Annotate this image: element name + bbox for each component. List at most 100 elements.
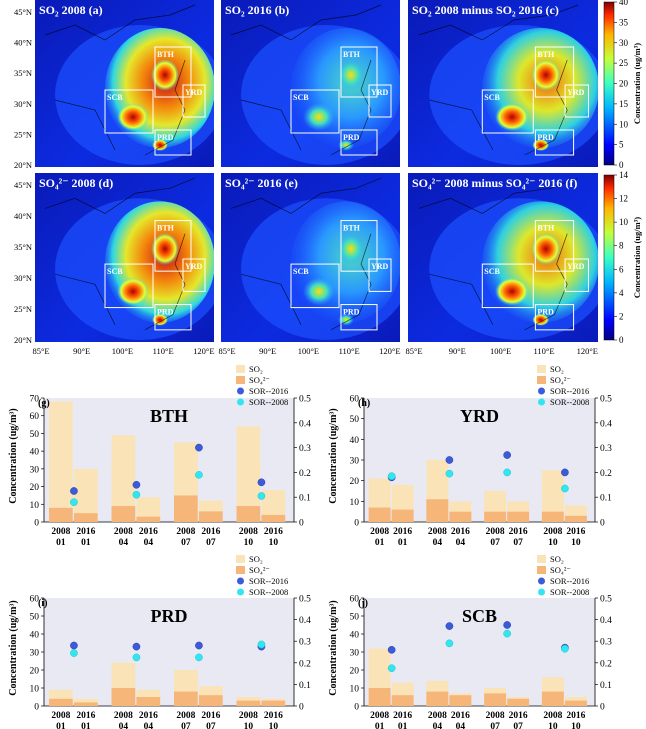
bar-so4 xyxy=(507,698,530,706)
legend-swatch xyxy=(537,555,546,563)
region-box-yrd xyxy=(182,84,206,118)
colorbar-tick-label: 10 xyxy=(619,119,629,129)
map-hotspot-scb xyxy=(495,103,530,131)
x-tick-label-month: 10 xyxy=(571,538,581,548)
region-label-yrd: YRD xyxy=(185,262,203,271)
region-label-yrd: YRD xyxy=(185,88,203,97)
region-box-prd xyxy=(154,304,192,331)
sor2008-point xyxy=(132,653,141,662)
chart-title: YRD xyxy=(460,406,499,426)
lon-label: 120°E xyxy=(379,346,400,356)
region-box-prd xyxy=(154,129,192,156)
region-box-prd xyxy=(534,304,575,331)
x-tick-label-year: 2008 xyxy=(428,711,447,721)
sor2008-point xyxy=(257,492,266,500)
region-box-yrd xyxy=(368,84,392,118)
map-title: SO₂ 2008 minus SO₂ 2016 (c) xyxy=(412,3,559,17)
panel-letter: (j) xyxy=(358,598,368,609)
y2-tick-label: 0.5 xyxy=(600,595,612,605)
x-tick-label-year: 2008 xyxy=(370,711,389,721)
y-tick-label: 40 xyxy=(30,448,40,458)
x-tick-label-month: 07 xyxy=(490,538,500,548)
region-label-prd: PRD xyxy=(343,133,360,142)
lon-label: 85°E xyxy=(32,346,49,356)
x-tick-label-month: 07 xyxy=(513,722,523,729)
legend-entry: SOR--2008 xyxy=(249,587,288,597)
map-panel: BTH SCB YRD PRD SO₂ 2008 (a) xyxy=(35,0,214,167)
legend-entry: SO₄²⁻ xyxy=(249,375,270,385)
legend-entry: SO₂ xyxy=(249,554,263,564)
sor2008-point xyxy=(195,653,203,662)
sor2008-point xyxy=(132,490,141,499)
legend-entry: SOR--2016 xyxy=(550,386,589,396)
bar-so4 xyxy=(564,700,587,706)
bar-so4 xyxy=(391,509,414,522)
y-tick-label: 60 xyxy=(30,412,40,422)
sor2008-point xyxy=(503,468,512,477)
region-label-yrd: YRD xyxy=(567,262,585,271)
map-hotspot-bth xyxy=(151,59,179,91)
y-tick-label: 10 xyxy=(350,685,360,695)
colorbar-tick-label: 0 xyxy=(619,335,624,345)
x-tick-label-month: 10 xyxy=(571,722,581,729)
bar-so4 xyxy=(73,513,98,522)
x-tick-label-month: 01 xyxy=(56,538,66,548)
legend-swatch xyxy=(236,566,245,574)
legend-swatch xyxy=(537,566,546,574)
colorbar xyxy=(603,174,615,341)
bar-so4 xyxy=(111,506,136,522)
lat-label: 25°N xyxy=(14,304,32,314)
sor2008-point xyxy=(70,649,78,657)
bar-so4 xyxy=(236,700,261,706)
region-label-scb: SCB xyxy=(107,267,123,276)
chart-title: PRD xyxy=(151,606,188,626)
legend-entry: SO₄²⁻ xyxy=(550,375,571,385)
legend-entry: SOR--2008 xyxy=(249,397,288,407)
bar-so2 xyxy=(111,435,136,522)
sor2016-point xyxy=(257,478,266,487)
map-hotspot-prd xyxy=(338,313,354,326)
x-tick-label-year: 2016 xyxy=(139,711,158,721)
region-box-prd xyxy=(340,129,378,156)
legend-swatch xyxy=(537,376,546,384)
map-title: SO₄²⁻ 2008 (d) xyxy=(39,176,113,190)
y2-tick-label: 0.5 xyxy=(299,395,311,405)
sor2016-point xyxy=(132,642,141,651)
x-tick-label-year: 2016 xyxy=(264,527,283,537)
legend-marker xyxy=(237,398,244,406)
region-label-yrd: YRD xyxy=(567,88,585,97)
chart-prd: 010203040506000.10.20.30.40.520080120160… xyxy=(8,554,311,729)
lat-label: 45°N xyxy=(14,180,32,190)
y2-tick-label: 0.1 xyxy=(600,494,612,504)
y-axis-label: Concentration (ug/m³) xyxy=(328,600,339,696)
bar-so4 xyxy=(198,511,223,522)
y2-tick-label: 0.1 xyxy=(299,494,311,504)
map-hotspot-bth xyxy=(531,232,561,266)
y2-tick-label: 0.1 xyxy=(299,681,311,691)
map-panel: BTH SCB YRD PRD SO₄²⁻ 2016 (e) xyxy=(221,173,400,342)
x-tick-label-year: 2008 xyxy=(486,711,505,721)
y-tick-label: 50 xyxy=(30,613,40,623)
y-tick-label: 10 xyxy=(350,498,360,508)
region-label-scb: SCB xyxy=(484,267,500,276)
sor2008-point xyxy=(561,484,569,493)
map-hotspot-bth xyxy=(151,232,179,266)
y2-tick-label: 0 xyxy=(600,703,605,713)
y-tick-label: 70 xyxy=(30,395,40,405)
lat-label: 30°N xyxy=(14,273,32,283)
y-axis-label: Concentration (ug/m³) xyxy=(8,600,19,696)
colorbar-tick-label: 8 xyxy=(619,241,624,251)
x-tick-label-month: 07 xyxy=(181,722,191,729)
bar-so4 xyxy=(136,697,161,706)
legend-marker xyxy=(538,588,545,596)
map-title: SO₄²⁻ 2016 (e) xyxy=(225,176,298,190)
x-tick-label-year: 2008 xyxy=(239,711,258,721)
bar-so4 xyxy=(49,698,73,706)
x-tick-label-year: 2008 xyxy=(239,527,258,537)
bar-so2 xyxy=(236,426,261,522)
legend-marker xyxy=(538,387,545,395)
bar-so4 xyxy=(174,691,198,706)
x-tick-label-year: 2008 xyxy=(428,527,447,537)
y-axis-label: Concentration (ug/m³) xyxy=(328,408,339,504)
lon-label: 120°E xyxy=(577,346,598,356)
